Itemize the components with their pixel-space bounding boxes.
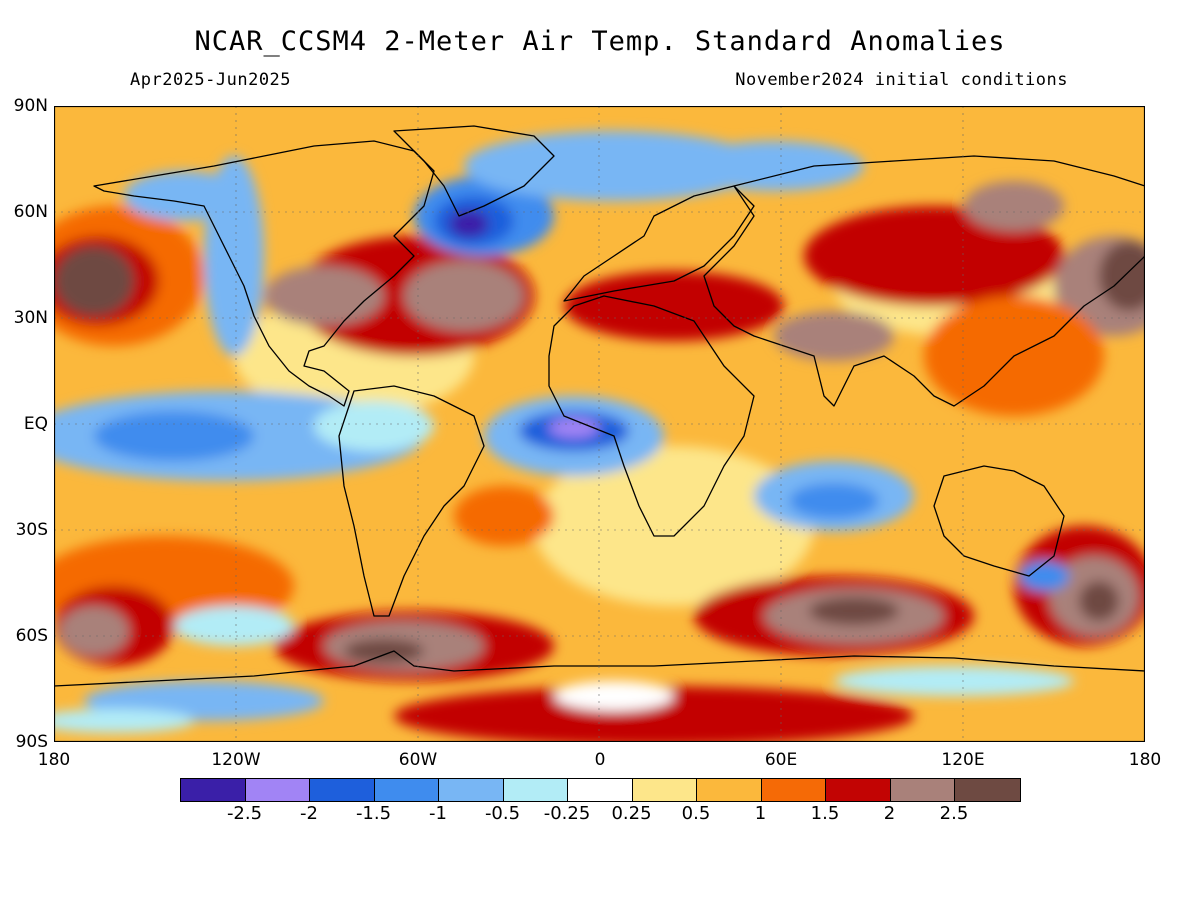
anomaly-blob [789,483,879,519]
lon-label-180w: 180 [37,750,71,770]
anomaly-blob [124,171,244,221]
colorbar-swatch [245,779,310,801]
lat-label-30s: 30S [15,520,48,540]
colorbar-swatch [181,779,246,801]
colorbar-label: 2.5 [939,803,969,824]
coastline-asia [703,155,1145,407]
lat-label-60s: 60S [15,626,48,646]
colorbar-swatch [568,779,633,801]
anomaly-blob [174,606,294,646]
anomaly-blob [684,141,864,191]
initial-conditions: November2024 initial conditions [735,70,1068,90]
map-title: NCAR_CCSM4 2-Meter Air Temp. Standard An… [194,26,1006,57]
colorbar-swatch [310,779,375,801]
colorbar-label: -1 [429,803,447,824]
colorbar-label: -2 [300,803,318,824]
anomaly-blob [59,606,129,656]
colorbar-swatch [955,779,1020,801]
graticule [54,106,1145,742]
lat-label-eq: EQ [23,414,48,434]
anomaly-blob [449,210,489,238]
anomaly-blob [404,261,524,331]
lon-label-0: 0 [594,750,606,770]
lat-label-90s: 90S [15,732,48,752]
coastline-greenland [393,125,555,217]
colorbar-label: 2 [883,803,896,824]
anomaly-blob [54,246,134,316]
colorbar-label: -1.5 [355,803,392,824]
colorbar-label: 0.25 [611,803,652,824]
lon-label-180e: 180 [1128,750,1162,770]
anomaly-blob [314,401,434,451]
anomaly-map-svg [54,106,1145,742]
anomaly-blob [1079,581,1119,621]
anomaly-map [54,106,1145,742]
colorbar-label: -2.5 [226,803,263,824]
colorbar-label: 0.5 [681,803,711,824]
colorbar-swatch [761,779,826,801]
colorbar-swatch [826,779,891,801]
lon-label-60e: 60E [764,750,798,770]
anomaly-blob [564,271,784,341]
lon-label-120w: 120W [211,750,261,770]
anomaly-blob [774,311,894,361]
anomaly-blob [964,181,1064,231]
anomaly-field [54,131,1145,742]
colorbar-label: 1.5 [810,803,840,824]
anomaly-blob [264,266,384,326]
anomaly-blob [554,681,674,711]
coastlines [54,125,1145,687]
colorbar-swatch [632,779,697,801]
map-frame [54,106,1145,742]
colorbar-swatch [503,779,568,801]
coastline-south-america [338,385,485,617]
colorbar-label: -0.5 [484,803,521,824]
anomaly-blob [834,666,1074,696]
anomaly-blob [454,486,554,546]
anomaly-blob [344,639,424,663]
lon-label-60w: 60W [398,750,438,770]
anomaly-blob [394,686,914,742]
coastline-australia [933,465,1065,577]
anomaly-blob [1099,241,1145,311]
lat-label-60n: 60N [13,202,48,222]
colorbar-swatch [439,779,504,801]
coastline-africa [548,295,755,537]
colorbar [180,778,1021,802]
anomaly-blob [534,446,814,606]
lon-label-120e: 120E [941,750,985,770]
lat-label-90n: 90N [13,96,48,116]
colorbar-swatch [697,779,762,801]
coastline-north-america [93,140,435,407]
colorbar-swatch [890,779,955,801]
anomaly-blob [809,597,899,625]
anomaly-blob [804,206,1064,306]
anomaly-blob [1019,561,1069,591]
colorbar-label: -0.25 [543,803,591,824]
coastline-antarctica [54,650,1145,687]
anomaly-blob [549,418,599,438]
colorbar-label: 1 [754,803,767,824]
anomaly-blob [54,709,194,733]
colorbar-swatch [374,779,439,801]
forecast-period: Apr2025-Jun2025 [130,70,292,90]
anomaly-blob [94,411,254,461]
lat-label-30n: 30N [13,308,48,328]
coastline-europe [563,185,755,302]
anomaly-blob [464,131,764,201]
